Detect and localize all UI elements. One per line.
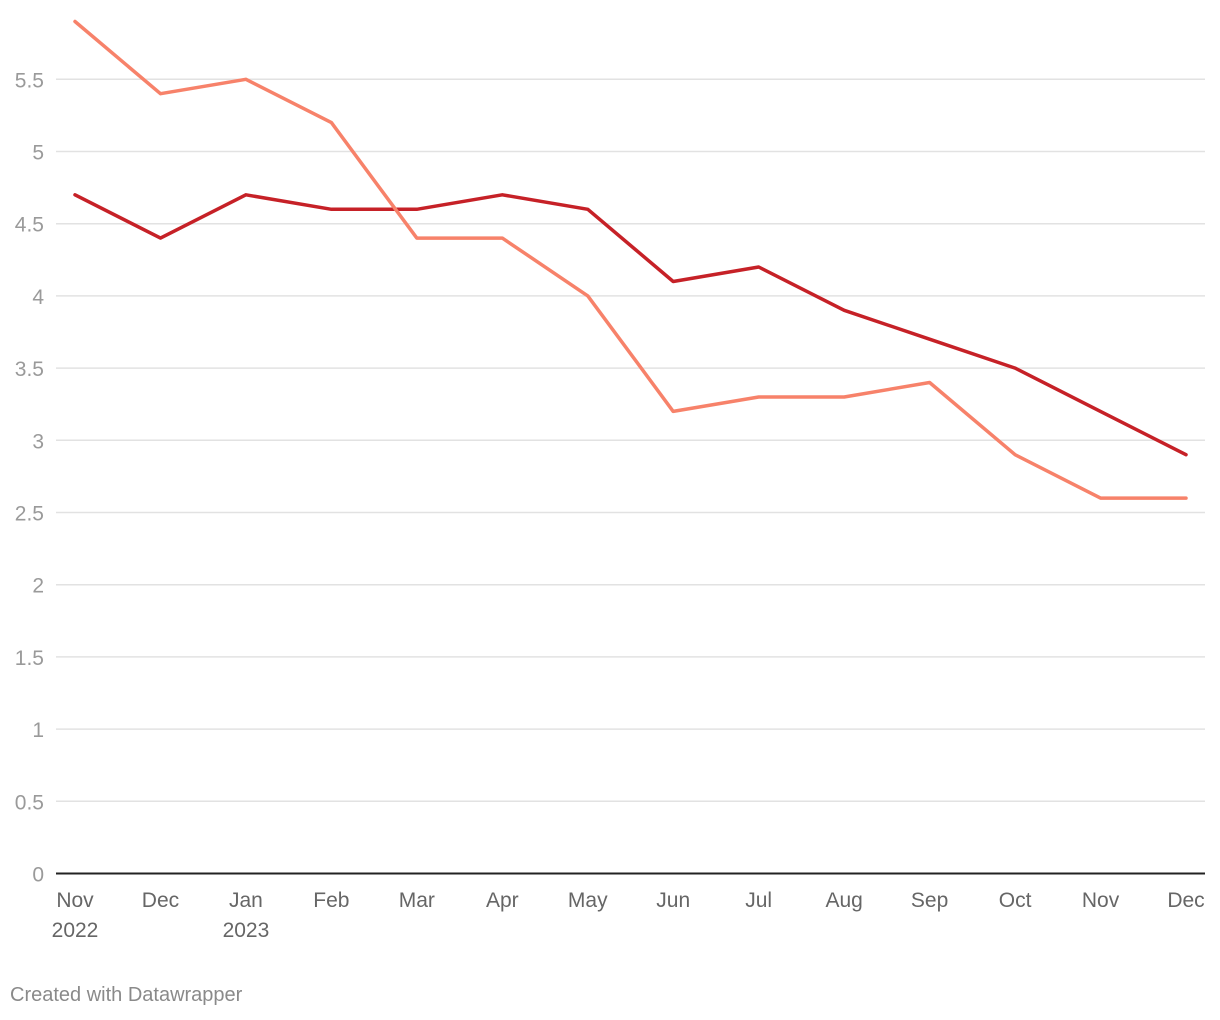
x-axis-ticks: Nov 2022 Dec Jan 2023 Feb Mar Apr May Jun Jul Aug Se… [52, 889, 1205, 942]
series-lines [73, 19, 1188, 500]
y-tick-label: 5.5 [15, 69, 44, 92]
y-tick-label: 1 [32, 719, 44, 742]
y-axis-ticks: 0 0.5 1 1.5 2 2.5 3 3.5 4 4.5 5 5.5 [15, 69, 45, 886]
series-line-2 [73, 19, 1188, 500]
y-tick-label: 0.5 [15, 791, 44, 814]
x-tick-label: May [568, 889, 608, 912]
x-tick-label: Jul [745, 889, 772, 912]
x-tick-label: Aug [825, 889, 862, 912]
x-tick-label: Dec [1167, 889, 1204, 912]
line-chart: 0 0.5 1 1.5 2 2.5 3 3.5 4 4.5 5 5.5 Nov 2022 Dec Jan 20… [15, 19, 1205, 942]
x-tick-label: Feb [313, 889, 349, 912]
y-tick-label: 3 [32, 430, 44, 453]
y-tick-label: 5 [32, 142, 44, 165]
y-tick-label: 4 [32, 286, 44, 309]
x-tick-label: Jun [656, 889, 690, 912]
x-tick-label: Oct [999, 889, 1032, 912]
x-tick-label: Jan [229, 889, 263, 912]
x-tick-year-label: 2022 [52, 919, 99, 942]
y-tick-label: 1.5 [15, 647, 44, 670]
credit-text: Created with Datawrapper [10, 984, 243, 1006]
x-tick-label: Dec [142, 889, 179, 912]
y-tick-label: 4.5 [15, 214, 44, 237]
x-tick-label: Nov [56, 889, 94, 912]
x-tick-label: Nov [1082, 889, 1120, 912]
x-tick-label: Sep [911, 889, 948, 912]
y-tick-label: 3.5 [15, 358, 44, 381]
y-tick-label: 2.5 [15, 503, 44, 526]
series-line-1 [73, 193, 1188, 457]
y-tick-label: 0 [32, 864, 44, 887]
x-tick-year-label: 2023 [223, 919, 270, 942]
gridlines [56, 78, 1205, 875]
x-tick-label: Apr [486, 889, 519, 912]
x-tick-label: Mar [399, 889, 435, 912]
y-tick-label: 2 [32, 575, 44, 598]
